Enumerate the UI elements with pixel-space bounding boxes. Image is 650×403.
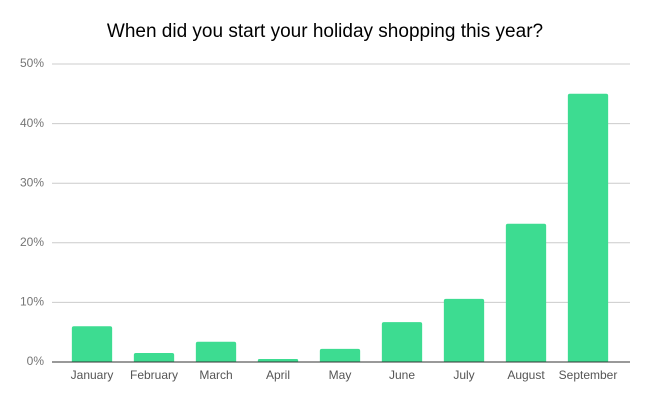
bar	[319, 348, 361, 362]
x-tick-label: April	[266, 368, 290, 382]
x-tick-label: February	[130, 368, 178, 382]
y-tick-label: 50%	[20, 56, 44, 70]
y-tick-label: 10%	[20, 295, 44, 309]
x-tick-label: August	[507, 368, 545, 382]
x-tick-label: January	[71, 368, 114, 382]
bar	[257, 359, 299, 362]
x-tick-label: May	[329, 368, 352, 382]
bar	[505, 223, 547, 362]
y-tick-label: 20%	[20, 235, 44, 249]
y-tick-label: 30%	[20, 175, 44, 189]
chart-title: When did you start your holiday shopping…	[107, 21, 543, 42]
x-tick-label: September	[559, 368, 618, 382]
bar	[443, 298, 485, 362]
bar	[133, 353, 175, 362]
y-tick-label: 0%	[27, 354, 45, 368]
bar	[71, 326, 113, 362]
x-tick-label: June	[389, 368, 415, 382]
y-tick-label: 40%	[20, 116, 44, 130]
x-tick-label: March	[199, 368, 232, 382]
bar	[195, 341, 237, 362]
bar	[381, 322, 423, 362]
x-tick-label: July	[453, 368, 474, 382]
bar	[567, 93, 609, 363]
